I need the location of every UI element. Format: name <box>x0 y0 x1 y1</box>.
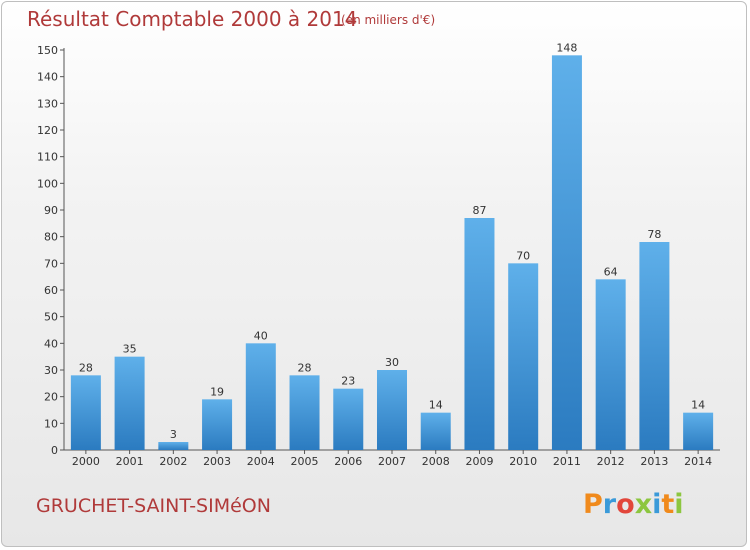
bar-2001 <box>114 356 145 450</box>
y-tick-label: 20 <box>44 391 58 404</box>
y-tick-label: 90 <box>44 204 58 217</box>
logo-letter: i <box>652 489 662 520</box>
data-label-2013: 78 <box>647 228 661 241</box>
bar-2006 <box>333 388 364 450</box>
x-tick-label-2012: 2012 <box>597 455 625 468</box>
bar-2010 <box>508 263 539 450</box>
x-tick-label-2011: 2011 <box>553 455 581 468</box>
x-tick-label-2009: 2009 <box>465 455 493 468</box>
y-tick-label: 150 <box>37 44 58 57</box>
x-tick-label-2013: 2013 <box>640 455 668 468</box>
bar-2013 <box>639 242 670 450</box>
data-label-2002: 3 <box>170 428 177 441</box>
logo-letter: t <box>661 489 675 520</box>
y-tick-label: 60 <box>44 284 58 297</box>
bar-2002 <box>158 442 189 450</box>
data-label-2006: 23 <box>341 375 355 388</box>
logo-letter: i <box>674 489 684 520</box>
data-label-2000: 28 <box>79 361 93 374</box>
x-tick-label-2001: 2001 <box>116 455 144 468</box>
y-tick-label: 70 <box>44 257 58 270</box>
data-label-2014: 14 <box>691 399 705 412</box>
y-tick-label: 110 <box>37 151 58 164</box>
y-tick-label: 50 <box>44 311 58 324</box>
y-tick-label: 10 <box>44 417 58 430</box>
x-tick-label-2000: 2000 <box>72 455 100 468</box>
x-tick-label-2003: 2003 <box>203 455 231 468</box>
chart-unit: (en milliers d'€) <box>341 13 436 27</box>
x-tick-label-2007: 2007 <box>378 455 406 468</box>
data-label-2005: 28 <box>298 361 312 374</box>
logo-letter: r <box>602 489 617 520</box>
y-tick-label: 80 <box>44 231 58 244</box>
y-tick-label: 0 <box>51 444 58 457</box>
data-label-2003: 19 <box>210 385 224 398</box>
x-tick-label-2014: 2014 <box>684 455 712 468</box>
x-tick-label-2005: 2005 <box>291 455 319 468</box>
data-label-2012: 64 <box>604 265 618 278</box>
logo-letter: P <box>583 489 603 520</box>
bar-2011 <box>551 55 582 450</box>
commune-name: GRUCHET-SAINT-SIMéON <box>36 495 271 517</box>
bar-2000 <box>70 375 101 450</box>
x-tick-label-2008: 2008 <box>422 455 450 468</box>
data-label-2011: 148 <box>556 41 577 54</box>
bar-2009 <box>464 218 495 450</box>
data-label-2010: 70 <box>516 249 530 262</box>
y-tick-label: 30 <box>44 364 58 377</box>
y-tick-label: 100 <box>37 177 58 190</box>
x-tick-label-2006: 2006 <box>334 455 362 468</box>
y-tick-label: 40 <box>44 337 58 350</box>
x-tick-label-2010: 2010 <box>509 455 537 468</box>
y-tick-label: 120 <box>37 124 58 137</box>
data-label-2008: 14 <box>429 399 443 412</box>
x-tick-label-2004: 2004 <box>247 455 275 468</box>
bar-2005 <box>289 375 320 450</box>
proxiti-logo: Proxiti <box>583 489 684 520</box>
y-tick-label: 130 <box>37 97 58 110</box>
logo-letter: o <box>616 489 635 520</box>
bar-2007 <box>377 370 407 450</box>
bar-2003 <box>202 399 233 450</box>
chart-title: Résultat Comptable 2000 à 2014 <box>27 7 358 31</box>
data-label-2009: 87 <box>472 204 486 217</box>
y-tick-label: 140 <box>37 71 58 84</box>
x-tick-label-2002: 2002 <box>159 455 187 468</box>
bar-2014 <box>683 412 714 450</box>
logo-letter: x <box>634 489 653 520</box>
bar-2012 <box>595 279 626 450</box>
data-label-2007: 30 <box>385 356 399 369</box>
bar-2008 <box>420 412 451 450</box>
data-label-2004: 40 <box>254 329 268 342</box>
bar-2004 <box>245 343 276 450</box>
data-label-2001: 35 <box>123 343 137 356</box>
